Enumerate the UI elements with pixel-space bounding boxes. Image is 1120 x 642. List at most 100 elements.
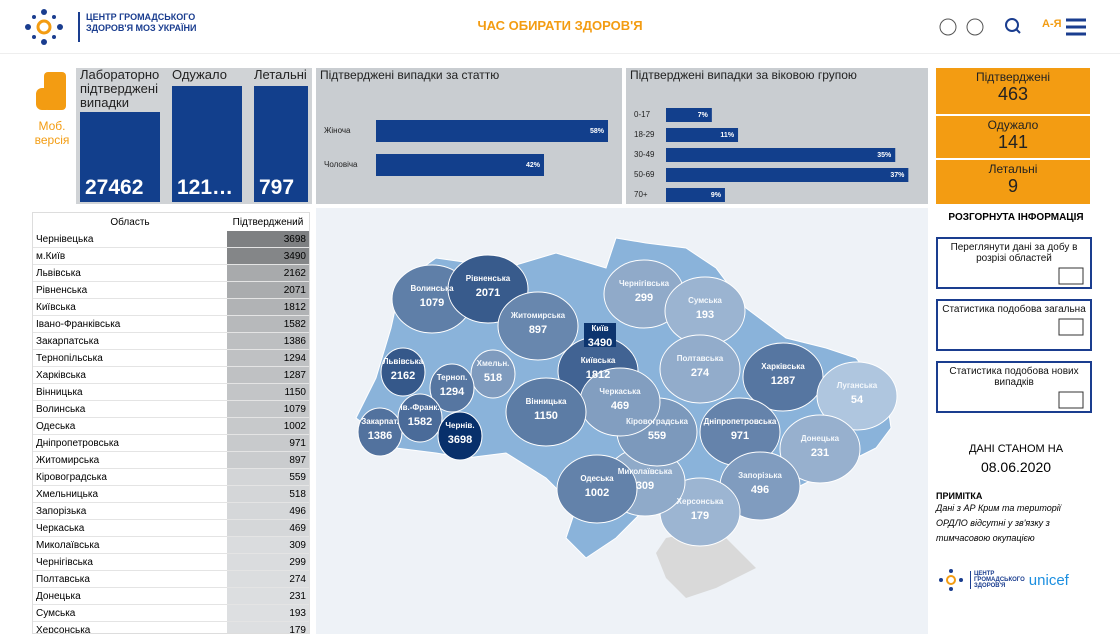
region-name: Чернів. (445, 421, 474, 430)
value-cell: 559 (227, 468, 309, 486)
table-row: Полтавська 274 (33, 570, 309, 588)
region-value: 1079 (420, 297, 444, 309)
table-row: Житомирська 897 (33, 451, 309, 469)
region-name: Херсонська (677, 497, 724, 506)
region-name: Рівненська (33, 281, 227, 299)
value-cell: 231 (227, 587, 309, 605)
value-cell: 1150 (227, 383, 309, 401)
sidebar-button[interactable]: Статистика подобова нових випадків (936, 361, 1092, 413)
region-name: Кіровоградська (626, 417, 689, 426)
region-value: 179 (691, 510, 709, 522)
sex-chart: Підтверджені випадки за статтю Жіноча 58% Ч… (320, 68, 608, 176)
region-value: 1582 (408, 416, 432, 428)
value-cell: 299 (227, 553, 309, 571)
icon-shape (1058, 267, 1084, 285)
value-cell: 193 (227, 604, 309, 622)
value-label: 7% (698, 112, 709, 119)
note: Дані з АР Крим та території ОРДЛО відсут… (936, 503, 1061, 543)
bar (376, 154, 544, 176)
region-value: 1287 (283, 369, 306, 381)
sidebar-button[interactable]: Переглянути дані за добу в розрізі облас… (936, 237, 1092, 289)
region-value: 299 (635, 292, 653, 304)
region-name: Одеська (580, 474, 614, 483)
value-cell: 1386 (227, 332, 309, 350)
region-name: Київська (33, 298, 227, 316)
footer-org: ЗДОРОВ'Я (974, 583, 1006, 589)
region-table: Область Підтверджений Чернівецька 3698 м.Киї… (32, 212, 310, 634)
table-row: Сумська 193 (33, 604, 309, 622)
region (429, 363, 475, 413)
value-cell: 897 (227, 451, 309, 469)
region-value: 2162 (283, 267, 306, 279)
daily-box: Підтверджені 463 (936, 68, 1090, 114)
table-row: Миколаївська 309 (33, 536, 309, 554)
facebook-icon[interactable] (939, 18, 957, 36)
mobile-link[interactable]: Моб. версія (30, 70, 74, 147)
region-name: Волинська (410, 284, 454, 293)
region-name: Дніпропетровська (704, 417, 777, 426)
region-name: Вінницька (33, 383, 227, 401)
region-value: 1150 (284, 386, 306, 398)
map-panel: Волинська 1079 Рівненська 2071 Житомирська 89… (316, 208, 928, 634)
region-value: 1812 (586, 369, 610, 381)
sidebar-button[interactable]: Статистика подобова загальна (936, 299, 1092, 351)
region-name: Полтавська (677, 354, 724, 363)
table-row: Донецька 231 (33, 587, 309, 605)
date-label: ДАНІ СТАНОМ НА (968, 443, 1064, 455)
region-name: Закарпатська (33, 332, 227, 350)
region-value: 3490 (588, 337, 612, 349)
region-name: Сумська (33, 604, 227, 622)
table-row: Херсонська 179 (33, 621, 309, 633)
value-cell: 3698 (227, 231, 309, 248)
category-label: Жіноча (324, 126, 351, 135)
daily-value: 463 (997, 84, 1029, 104)
region-value: 231 (811, 447, 829, 459)
region-value: 274 (691, 367, 710, 379)
mobile-text: версія (34, 133, 70, 147)
value-cell: 518 (227, 485, 309, 503)
region (470, 349, 516, 399)
table-row: Хмельницька 518 (33, 485, 309, 503)
mobile-text: Моб. (38, 119, 66, 133)
region (779, 414, 861, 484)
button-label: Статистика подобова загальна (942, 304, 1086, 315)
value-cell: 1582 (227, 315, 309, 333)
category-label: 70+ (634, 190, 648, 199)
search-icon[interactable] (1005, 18, 1019, 32)
value-cell: 1079 (227, 400, 309, 418)
region-value: 3698 (448, 434, 472, 446)
region (380, 347, 426, 397)
icon-shape (1058, 391, 1084, 409)
region-name: Одеська (33, 417, 227, 435)
youtube-icon[interactable] (966, 18, 984, 36)
region-value: 1386 (283, 335, 306, 347)
category-label: 30-49 (634, 150, 655, 159)
table-row: Кіровоградська 559 (33, 468, 309, 486)
region-name: Харківська (33, 366, 227, 384)
az-toggle[interactable]: А-Я (1042, 18, 1062, 30)
value-cell: 179 (227, 621, 309, 633)
daily-label: Одужало (987, 118, 1039, 132)
site-title: ЧАС ОБИРАТИ ЗДОРОВ'Я (477, 18, 643, 33)
region-name: Івано-Франківська (33, 315, 227, 333)
region-name: Київ (592, 324, 609, 333)
region-name: Запорізька (738, 471, 782, 480)
footer-org: ЦЕНТР (974, 571, 995, 577)
total-value: 797 (259, 176, 295, 199)
menu-icon[interactable] (1066, 18, 1086, 36)
region-name: Донецька (33, 587, 227, 605)
region-name: Чернігівська (619, 279, 670, 288)
value-cell: 3490 (227, 247, 309, 265)
table-row: Закарпатська 1386 (33, 332, 309, 350)
table-row: Волинська 1079 (33, 400, 309, 418)
region (437, 411, 483, 461)
region-name: Тернопільська (33, 349, 227, 367)
bar (666, 108, 712, 122)
value-cell: 1294 (227, 349, 309, 367)
region-name: Закарпат. (361, 417, 399, 426)
region-value: 309 (289, 539, 306, 551)
category-label: 0-17 (634, 110, 651, 119)
value-cell: 2162 (227, 264, 309, 282)
region-name: Волинська (33, 400, 227, 418)
value-label: 9% (711, 192, 722, 199)
